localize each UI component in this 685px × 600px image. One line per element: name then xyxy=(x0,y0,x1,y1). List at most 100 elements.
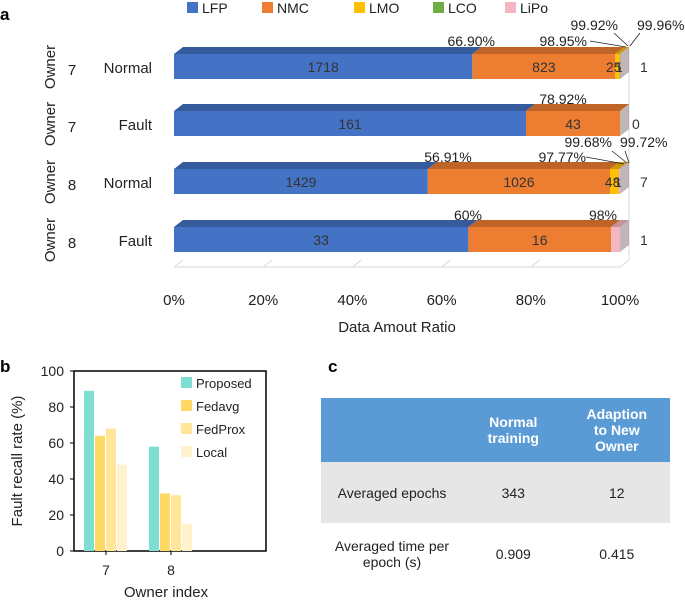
bar-segment-top-lmo xyxy=(615,47,629,54)
bar-fedprox-owner-8 xyxy=(171,495,181,551)
gridline-perspective xyxy=(173,259,184,268)
row-group-label: Owner xyxy=(42,218,59,262)
bar-local-owner-8 xyxy=(182,524,192,551)
bar-fedprox-owner-7 xyxy=(106,428,116,551)
cumulative-percent-label: 60% xyxy=(454,207,482,223)
gridline-perspective xyxy=(441,259,451,268)
data-label: 823 xyxy=(532,59,556,75)
row-label-epochs: Averaged epochs xyxy=(321,462,463,523)
legend-swatch-lipo xyxy=(505,2,516,13)
callout-leader-line xyxy=(613,32,629,47)
callout-leader-line xyxy=(629,32,641,47)
bar-segment-top-lfp xyxy=(174,47,482,54)
legend-label-lipo: LiPo xyxy=(520,0,548,16)
bar-side-face xyxy=(620,47,629,79)
row-label-time: Averaged time per epoch (s) xyxy=(334,537,450,570)
panel-a-label: a xyxy=(0,5,10,24)
bar-segment-nmc xyxy=(472,54,616,79)
bar-local-owner-7 xyxy=(117,464,127,551)
legend-swatch-lco xyxy=(433,2,444,13)
legend-swatch-fedavg xyxy=(181,400,192,411)
bar-segment-top-lco xyxy=(618,162,628,169)
gridline-perspective xyxy=(530,259,541,268)
bar-segment-top-lfp xyxy=(174,162,437,169)
panel-c-label: c xyxy=(328,357,337,376)
bar-segment-top-lfp xyxy=(174,104,535,111)
cumulative-percent-label: 56.91% xyxy=(424,149,471,165)
y-tick-label: 60 xyxy=(48,435,64,451)
bar-segment-lipo xyxy=(611,227,620,252)
row-group-number: 8 xyxy=(68,177,76,194)
legend-label-fedprox: FedProx xyxy=(196,422,246,437)
legend-swatch-local xyxy=(181,446,192,457)
cell-epochs-adaption: 12 xyxy=(563,462,670,523)
bar-segment-lmo xyxy=(615,54,620,79)
panel-b-label: b xyxy=(0,357,10,376)
bar-segment-lmo xyxy=(610,169,619,194)
row-group-number: 7 xyxy=(68,62,76,79)
x-tick-label: 8 xyxy=(167,562,175,578)
table-header-empty xyxy=(321,398,463,462)
cumulative-percent-label: 99.68% xyxy=(565,134,612,150)
bar-segment-lfp xyxy=(174,169,428,194)
bar-segment-top-nmc xyxy=(472,47,625,54)
cell-epochs-normal: 343 xyxy=(463,462,564,523)
gridline-perspective xyxy=(352,259,362,268)
row-label: Fault xyxy=(119,117,153,134)
x-tick-label: 20% xyxy=(248,292,278,309)
stacked-bar-chart: LFP NMC LMO LCO LiPo 0% 20% 40% 60% 80% 100% Data A… xyxy=(42,0,684,336)
table-row: Averaged time per epoch (s) 0.909 0.415 xyxy=(321,523,670,584)
data-label: 7 xyxy=(640,174,648,190)
bar-segment-top-nmc xyxy=(525,104,629,111)
legend-swatch-nmc xyxy=(262,2,273,13)
cell-time-adaption: 0.415 xyxy=(599,545,635,562)
table-row: Averaged epochs 343 12 xyxy=(321,462,670,523)
bar-side-face xyxy=(620,162,629,194)
y-tick-label: 80 xyxy=(48,399,64,415)
cell-time-normal: 0.909 xyxy=(495,545,531,562)
x-tick-label: 100% xyxy=(601,292,639,309)
cumulative-percent-label: 99.92% xyxy=(571,17,618,33)
bar-segment-lipo xyxy=(618,169,620,194)
table-header-normal: Normal training xyxy=(463,398,564,462)
x-tick-label: 60% xyxy=(427,292,457,309)
y-tick-label: 40 xyxy=(48,471,64,487)
bar-side-face xyxy=(620,220,629,252)
legend-label-lmo: LMO xyxy=(369,0,399,16)
y-axis-title: Fault recall rate (%) xyxy=(9,396,26,527)
row-group-label: Owner xyxy=(42,45,59,89)
bar-segment-top-lco xyxy=(619,47,629,54)
gridline-perspective xyxy=(262,259,273,268)
bar-segment-top-nmc xyxy=(427,162,620,169)
data-label: 16 xyxy=(532,232,548,248)
data-label: 161 xyxy=(338,116,362,132)
bar-segment-top-lipo xyxy=(618,162,629,169)
data-label: 48 xyxy=(605,174,621,190)
data-label: 1718 xyxy=(308,59,339,75)
legend-label-proposed: Proposed xyxy=(196,376,252,391)
data-label: 1 xyxy=(640,232,648,248)
legend-swatch-lfp xyxy=(187,2,198,13)
bar-side-face xyxy=(620,104,629,136)
x-axis-title: Owner index xyxy=(124,584,209,600)
cumulative-percent-label: 97.77% xyxy=(539,149,586,165)
training-summary-table: Normal training Adaption to New Owner Av… xyxy=(321,398,670,584)
data-label: 25 xyxy=(606,59,622,75)
x-axis-title: Data Amout Ratio xyxy=(338,319,456,336)
cumulative-percent-label: 99.96% xyxy=(637,17,684,33)
bar-fedavg-owner-7 xyxy=(95,435,105,551)
callout-leader-line xyxy=(611,150,628,164)
cumulative-percent-label: 98% xyxy=(589,207,617,223)
callout-leader-line xyxy=(589,40,627,48)
cumulative-percent-label: 99.72% xyxy=(620,134,667,150)
table-header-adaption: Adaption to New Owner xyxy=(563,398,670,462)
table-header-row: Normal training Adaption to New Owner xyxy=(321,398,670,462)
bar-segment-nmc xyxy=(427,169,611,194)
legend-swatch-fedprox xyxy=(181,423,192,434)
data-label: 0 xyxy=(632,116,640,132)
bar-segment-nmc xyxy=(468,227,612,252)
data-label: 1 xyxy=(614,174,622,190)
x-tick-label: 7 xyxy=(102,562,110,578)
callout-leader-line xyxy=(585,156,625,165)
bar-segment-top-lipo xyxy=(611,220,629,227)
